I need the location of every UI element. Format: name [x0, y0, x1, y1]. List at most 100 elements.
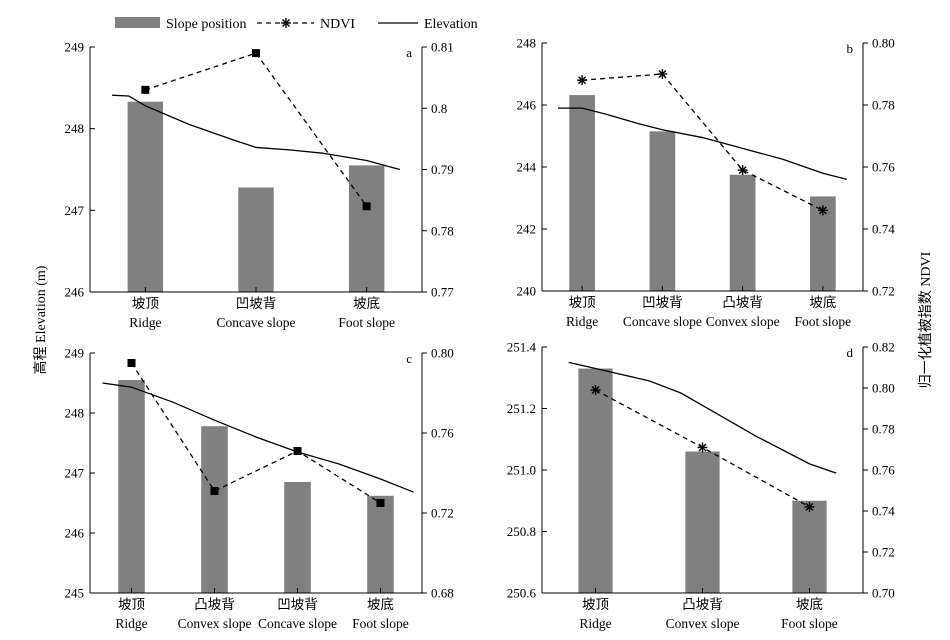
- category-label-cn: 凹坡背: [277, 597, 318, 612]
- tick-label-right: 0.74: [872, 222, 895, 237]
- tick-label-right: 0.78: [872, 422, 895, 437]
- category-label-en: Foot slope: [352, 616, 409, 631]
- y-axis-title-left: 高程 Elevation (m): [32, 265, 49, 374]
- ndvi-line-b: [582, 73, 824, 211]
- ndvi-point-d-0: [590, 385, 601, 396]
- tick-label-right: 0.70: [872, 586, 895, 601]
- category-label-cn: 坡顶: [582, 597, 609, 612]
- tick-label-right: 0.80: [872, 381, 895, 396]
- category-label-cn: 坡底: [367, 597, 394, 612]
- bar-c-3: [367, 495, 394, 593]
- tick-label-left: 250.6: [507, 586, 537, 601]
- ndvi-marker-stroke: [658, 70, 667, 78]
- ndvi-marker-square: [293, 447, 302, 455]
- elevation-line-a: [112, 94, 401, 171]
- tick-label-left: 240: [517, 284, 537, 299]
- ndvi-point-b-2: [737, 165, 748, 176]
- ndvi-marker-stroke: [738, 166, 747, 175]
- tick-label-right: 0.80: [872, 36, 895, 51]
- tick-label-left: 249: [65, 40, 85, 55]
- ndvi-point-c-0: [127, 359, 136, 367]
- y-axis-title-right: 归一化植被指数 NDVI: [917, 251, 934, 388]
- ndvi-point-d-1: [697, 442, 708, 453]
- panel-b: 240 242 244 246 248 0.72 0.74 0.76 0.78 0.80 坡顶 Rid…: [517, 36, 896, 330]
- tick-label-left: 246: [65, 285, 85, 300]
- ndvi-marker-stroke: [578, 76, 587, 85]
- category-label-en: Ridge: [566, 314, 598, 329]
- tick-label-left: 251.2: [507, 401, 536, 416]
- ndvi-point-a-0: [141, 85, 150, 94]
- category-label-cn: 坡底: [809, 295, 836, 310]
- panel-letter: d: [847, 345, 854, 360]
- tick-label-right: 0.80: [431, 346, 454, 361]
- tick-label-left: 249: [65, 346, 85, 361]
- ndvi-point-a-1: [252, 49, 260, 58]
- bar-d-1: [685, 451, 720, 593]
- panel-c: 245 246 247 248 249 0.68 0.72 0.76 0.80 坡顶 Ridge 凸坡…: [65, 346, 455, 632]
- ndvi-point-a-2: [362, 202, 371, 211]
- elevation-line-c: [102, 382, 414, 493]
- tick-label-left: 246: [65, 526, 85, 541]
- tick-label-left: 248: [65, 406, 85, 421]
- category-label-en: Ridge: [579, 616, 611, 631]
- tick-label-right: 0.82: [872, 340, 895, 355]
- tick-label-left: 242: [517, 222, 537, 237]
- category-label-en: Concave slope: [623, 314, 702, 329]
- category-label-en: Concave slope: [258, 616, 337, 631]
- tick-label-left: 244: [517, 160, 537, 175]
- bar-c-0: [118, 380, 145, 593]
- category-label-cn: 凸坡背: [682, 597, 723, 612]
- ndvi-point-c-1: [210, 487, 219, 495]
- tick-label-right: 0.81: [431, 40, 454, 55]
- tick-label-right: 0.76: [872, 160, 895, 175]
- tick-label-left: 247: [65, 466, 85, 481]
- category-label-en: Convex slope: [666, 616, 740, 631]
- category-label-cn: 凸坡背: [194, 597, 235, 612]
- legend: Slope position NDVI Elevation: [115, 17, 478, 32]
- ndvi-marker-stroke: [818, 206, 827, 215]
- category-label-en: Ridge: [115, 616, 147, 631]
- ndvi-point-c-3: [376, 499, 385, 507]
- category-label-en: Convex slope: [706, 314, 780, 329]
- legend-elevation-label: Elevation: [424, 17, 478, 32]
- tick-label-right: 0.79: [431, 162, 454, 177]
- tick-label-left: 248: [65, 121, 85, 136]
- tick-label-right: 0.8: [431, 101, 447, 116]
- category-label-cn: 坡底: [796, 597, 823, 612]
- tick-label-right: 0.76: [872, 463, 895, 478]
- category-label-cn: 坡顶: [569, 295, 596, 310]
- bar-b-1: [649, 131, 676, 291]
- tick-label-right: 0.77: [431, 285, 454, 300]
- ndvi-point-c-2: [293, 447, 302, 455]
- bar-a-2: [348, 165, 385, 292]
- tick-label-left: 251.0: [507, 463, 536, 478]
- ndvi-marker-stroke: [698, 443, 707, 452]
- tick-label-right: 0.74: [872, 504, 895, 519]
- bar-d-0: [578, 368, 613, 593]
- panel-d: 250.6 250.8 251.0 251.2 251.4 0.70 0.72 0.74 0.7…: [507, 340, 896, 632]
- legend-bar-label: Slope position: [166, 17, 247, 32]
- tick-label-right: 0.72: [431, 506, 454, 521]
- elevation-line-b: [558, 107, 848, 181]
- legend-ndvi-label: NDVI: [320, 17, 355, 32]
- ndvi-marker-square: [376, 499, 385, 507]
- ndvi-line-a: [145, 52, 368, 207]
- ndvi-line-c: [130, 362, 381, 504]
- legend-bar-swatch: [115, 17, 160, 28]
- ndvi-marker-stroke: [591, 386, 600, 395]
- ndvi-point-b-0: [577, 75, 588, 86]
- category-label-cn: 坡底: [353, 296, 380, 311]
- tick-label-right: 0.76: [431, 426, 454, 441]
- tick-label-right: 0.72: [872, 284, 895, 299]
- panel-letter: a: [406, 45, 412, 60]
- tick-label-left: 250.8: [507, 524, 536, 539]
- category-label-cn: 坡顶: [118, 597, 145, 612]
- category-label-cn: 凹坡背: [642, 295, 683, 310]
- tick-label-right: 0.72: [872, 545, 895, 560]
- tick-label-left: 248: [517, 36, 537, 51]
- tick-label-right: 0.78: [872, 98, 895, 113]
- category-label-cn: 凸坡背: [722, 295, 763, 310]
- legend-ndvi-marker: [281, 18, 291, 28]
- ndvi-marker-stroke: [805, 502, 814, 511]
